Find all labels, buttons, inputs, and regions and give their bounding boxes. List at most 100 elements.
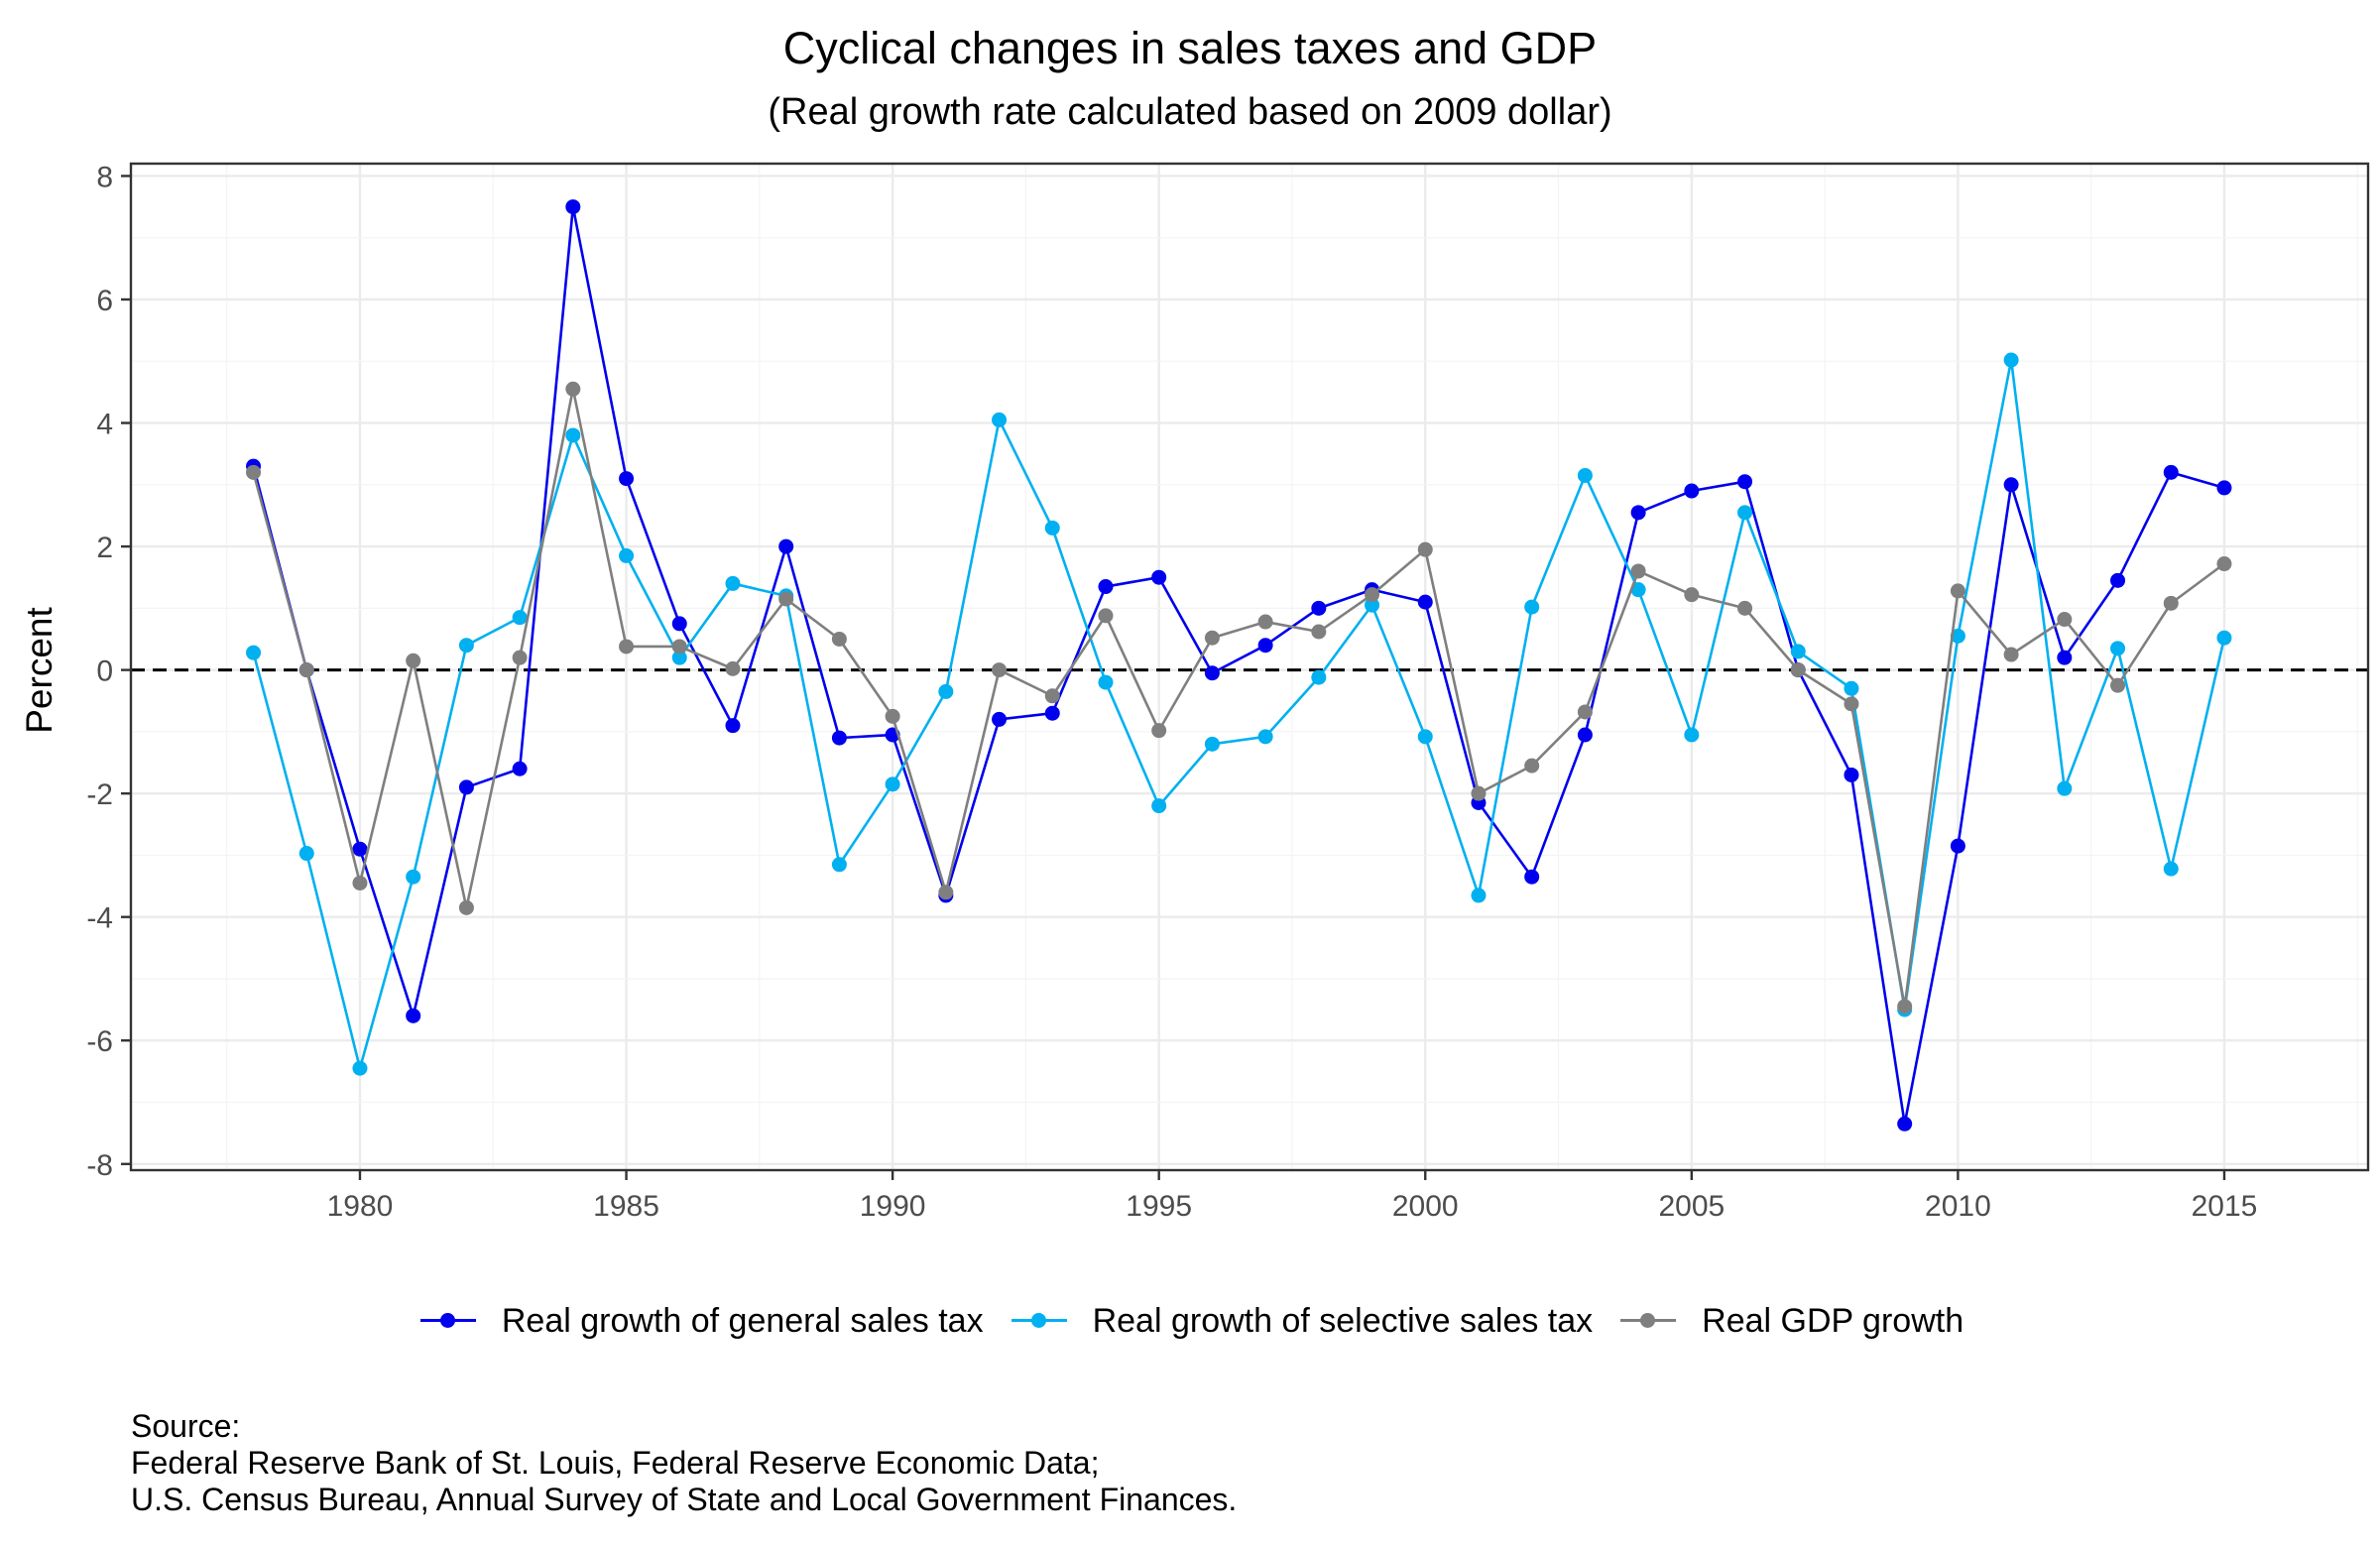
source-note: Source: Federal Reserve Bank of St. Loui…: [131, 1408, 1237, 1518]
y-tick-label: 6: [96, 285, 113, 317]
data-point: [1044, 688, 1060, 704]
legend-label-general-sales-tax: Real growth of general sales tax: [501, 1301, 984, 1340]
data-point: [1471, 785, 1487, 801]
data-point: [1151, 569, 1167, 585]
data-point: [885, 708, 900, 724]
data-point: [1471, 888, 1487, 903]
data-point: [1790, 644, 1806, 659]
data-point: [565, 427, 581, 443]
data-point: [671, 650, 687, 665]
data-point: [2163, 861, 2179, 877]
data-point: [2163, 464, 2179, 480]
data-point: [2216, 480, 2232, 496]
data-point: [246, 645, 262, 660]
data-point: [1684, 483, 1700, 499]
y-tick-label: -6: [86, 1025, 113, 1058]
y-tick-label: -4: [86, 902, 113, 935]
data-point: [671, 616, 687, 632]
y-tick-label: 0: [96, 655, 113, 688]
axes: -8 -6 -4 -2 0 2 4 6 8 1980 1985 1990 1995 2000 2005 201…: [86, 161, 2257, 1223]
data-point: [619, 547, 635, 563]
data-point: [619, 471, 635, 487]
data-point: [725, 575, 741, 591]
data-point: [885, 776, 900, 792]
data-point: [1737, 600, 1753, 616]
legend-label-selective-sales-tax: Real growth of selective sales tax: [1092, 1301, 1594, 1340]
data-point: [2057, 612, 2073, 628]
data-point: [406, 653, 421, 668]
legend: Real growth of general sales tax Real gr…: [0, 1301, 2380, 1341]
legend-key-gdp-growth: [1616, 1301, 1680, 1341]
data-point: [1524, 599, 1540, 615]
data-point: [1417, 541, 1433, 557]
data-point: [1098, 674, 1114, 690]
data-point: [2216, 556, 2232, 572]
data-point: [619, 639, 635, 654]
data-point: [2057, 650, 2073, 665]
x-tick-label: 2010: [1925, 1190, 1991, 1223]
data-point: [2003, 352, 2019, 368]
data-point: [1365, 587, 1380, 603]
series-2: [246, 352, 2232, 1076]
data-point: [1844, 696, 1859, 712]
data-point: [831, 730, 847, 746]
data-point: [1204, 736, 1220, 752]
x-tick-label: 1995: [1126, 1190, 1192, 1223]
source-line-census: U.S. Census Bureau, Annual Survey of Sta…: [131, 1482, 1238, 1517]
series-line: [252, 387, 2225, 1009]
data-point: [2110, 677, 2126, 693]
data-point: [1577, 467, 1593, 483]
data-point: [1098, 608, 1114, 624]
data-point: [725, 718, 741, 734]
data-point: [1897, 999, 1913, 1014]
data-point: [1790, 662, 1806, 678]
data-point: [1204, 665, 1220, 681]
data-point: [1577, 704, 1593, 720]
data-point: [565, 381, 581, 397]
x-tick-label: 2005: [1658, 1190, 1725, 1223]
data-point: [2003, 647, 2019, 662]
data-point: [1151, 723, 1167, 739]
data-point: [298, 846, 314, 862]
data-point: [1311, 669, 1327, 685]
data-point: [1577, 727, 1593, 743]
data-point: [671, 639, 687, 654]
data-point: [1365, 597, 1380, 613]
data-point: [246, 464, 262, 480]
data-point: [1311, 624, 1327, 640]
data-point: [1524, 869, 1540, 885]
data-point: [1684, 727, 1700, 743]
legend-key-selective-sales-tax: [1008, 1301, 1071, 1341]
data-point: [1257, 729, 1273, 745]
data-point: [298, 662, 314, 678]
data-point: [352, 875, 368, 891]
data-point: [2216, 630, 2232, 646]
data-point: [992, 412, 1008, 427]
data-point: [1257, 614, 1273, 630]
data-point: [1044, 520, 1060, 536]
data-point: [778, 538, 794, 554]
data-point: [458, 899, 474, 915]
data-point: [938, 885, 954, 900]
data-point: [1684, 587, 1700, 603]
source-line-fred: Federal Reserve Bank of St. Louis, Feder…: [131, 1445, 1100, 1481]
data-point: [992, 711, 1008, 727]
source-line-heading: Source:: [131, 1408, 241, 1444]
data-point: [1630, 563, 1646, 579]
data-point: [2110, 572, 2126, 588]
data-point: [1417, 729, 1433, 745]
x-tick-label: 2015: [2192, 1190, 2258, 1223]
data-point: [1098, 579, 1114, 595]
legend-item-general-sales-tax: Real growth of general sales tax: [416, 1301, 984, 1341]
y-tick-label: 4: [96, 409, 113, 441]
data-point: [992, 662, 1008, 678]
legend-label-gdp-growth: Real GDP growth: [1702, 1301, 1964, 1340]
y-tick-label: 8: [96, 161, 113, 193]
data-point: [1844, 767, 1859, 782]
data-point: [1950, 583, 1965, 599]
legend-item-selective-sales-tax: Real growth of selective sales tax: [1008, 1301, 1594, 1341]
data-point: [2163, 595, 2179, 611]
data-point: [458, 638, 474, 654]
y-tick-label: -8: [86, 1149, 113, 1182]
plot-border: [129, 162, 2370, 1172]
